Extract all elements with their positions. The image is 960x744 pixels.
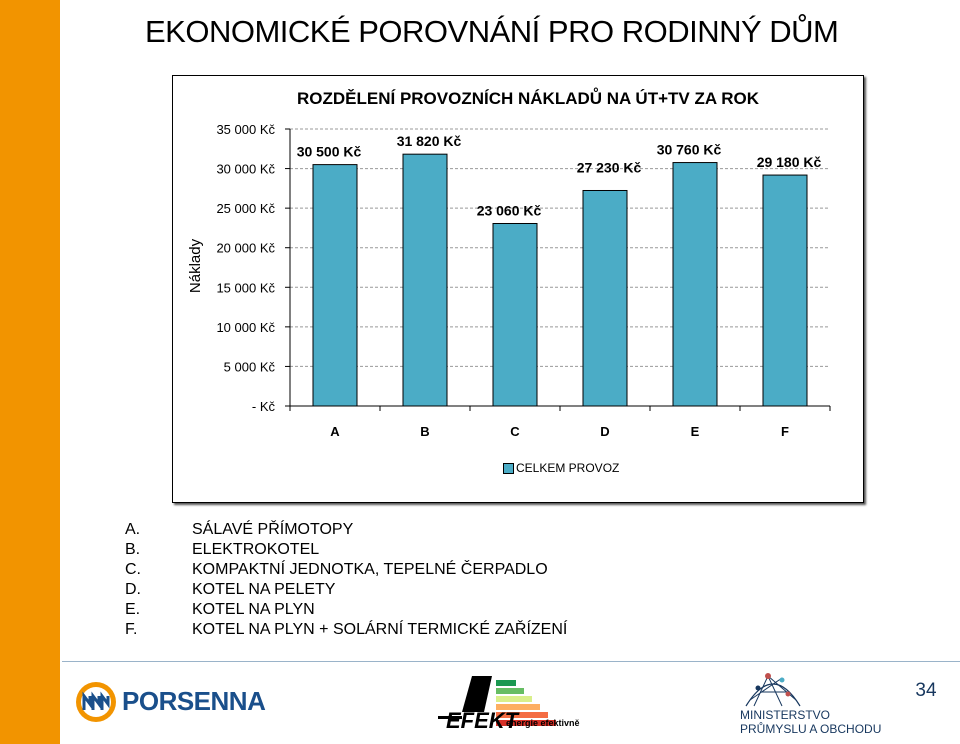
x-tick-label: B (420, 424, 429, 439)
data-label: 23 060 Kč (477, 202, 542, 218)
footer-divider (62, 661, 960, 662)
ministry-globe-icon (745, 673, 801, 707)
list-item: E. KOTEL NA PLYN (125, 601, 315, 618)
y-tick-label: 30 000 Kč (216, 162, 275, 177)
x-tick-label: D (600, 424, 609, 439)
efekt-subtitle: energie efektivně (506, 718, 580, 728)
list-item: D. KOTEL NA PELETY (125, 581, 336, 598)
variant-list: A. SÁLAVÉ PŘÍMOTOPY B. ELEKTROKOTEL C. KOMP… (125, 520, 567, 640)
porsenna-mark-icon (76, 682, 116, 722)
efekt-energy-label-icon (438, 676, 556, 726)
list-item: A. SÁLAVÉ PŘÍMOTOPY (125, 521, 354, 538)
data-label: 31 820 Kč (397, 133, 462, 149)
bar-E (672, 162, 718, 407)
efekt-logo: EFEKT energie efektivně (432, 672, 580, 734)
list-item: C. KOMPAKTNÍ JEDNOTKA, TEPELNÉ ČERPADLO (125, 561, 548, 578)
porsenna-wordmark: PORSENNA (122, 686, 266, 716)
data-label: 30 500 Kč (297, 144, 362, 160)
list-item: F. KOTEL NA PLYN + SOLÁRNÍ TERMICKÉ ZAŘÍZ… (125, 621, 568, 638)
chart-title: ROZDĚLENÍ PROVOZNÍCH NÁKLADŮ NA ÚT+TV ZA… (297, 89, 759, 108)
data-label: 27 230 Kč (577, 159, 642, 175)
x-tick-label: F (781, 424, 789, 439)
ministry-logo: MINISTERSTVO PRŮMYSLU A OBCHODU (738, 666, 888, 740)
y-tick-label: 10 000 Kč (216, 320, 275, 335)
data-label: 30 760 Kč (657, 142, 722, 158)
orange-side-bar (0, 0, 60, 744)
y-tick-label: 25 000 Kč (216, 201, 275, 216)
list-item: B. ELEKTROKOTEL (125, 541, 320, 558)
data-label: 29 180 Kč (757, 154, 822, 170)
y-tick-label: 35 000 Kč (216, 122, 275, 137)
bar-B (402, 153, 448, 407)
ministry-name-line1: MINISTERSTVO (740, 708, 831, 722)
y-tick-label: 5 000 Kč (224, 359, 276, 374)
page-title: EKONOMICKÉ POROVNÁNÍ PRO RODINNÝ DŮM (145, 14, 839, 49)
efekt-wordmark: EFEKT (446, 708, 519, 733)
y-tick-label: 15 000 Kč (216, 280, 275, 295)
bar-F (762, 174, 808, 407)
bar-A (312, 164, 358, 407)
porsenna-logo: PORSENNA (70, 680, 266, 724)
chart-legend: CELKEM PROVOZ (503, 461, 619, 475)
y-tick-label: - Kč (252, 399, 276, 414)
ministry-name-line2: PRŮMYSLU A OBCHODU (740, 722, 882, 736)
legend-label: CELKEM PROVOZ (516, 461, 620, 475)
x-tick-label: C (510, 424, 520, 439)
legend-swatch (503, 462, 514, 474)
bar-C (492, 222, 538, 407)
bar-D (582, 189, 628, 407)
x-tick-label: E (691, 424, 700, 439)
y-tick-label: 20 000 Kč (216, 241, 275, 256)
y-axis-title: Náklady (187, 238, 204, 293)
x-tick-label: A (330, 424, 340, 439)
page-number: 34 (915, 680, 937, 701)
